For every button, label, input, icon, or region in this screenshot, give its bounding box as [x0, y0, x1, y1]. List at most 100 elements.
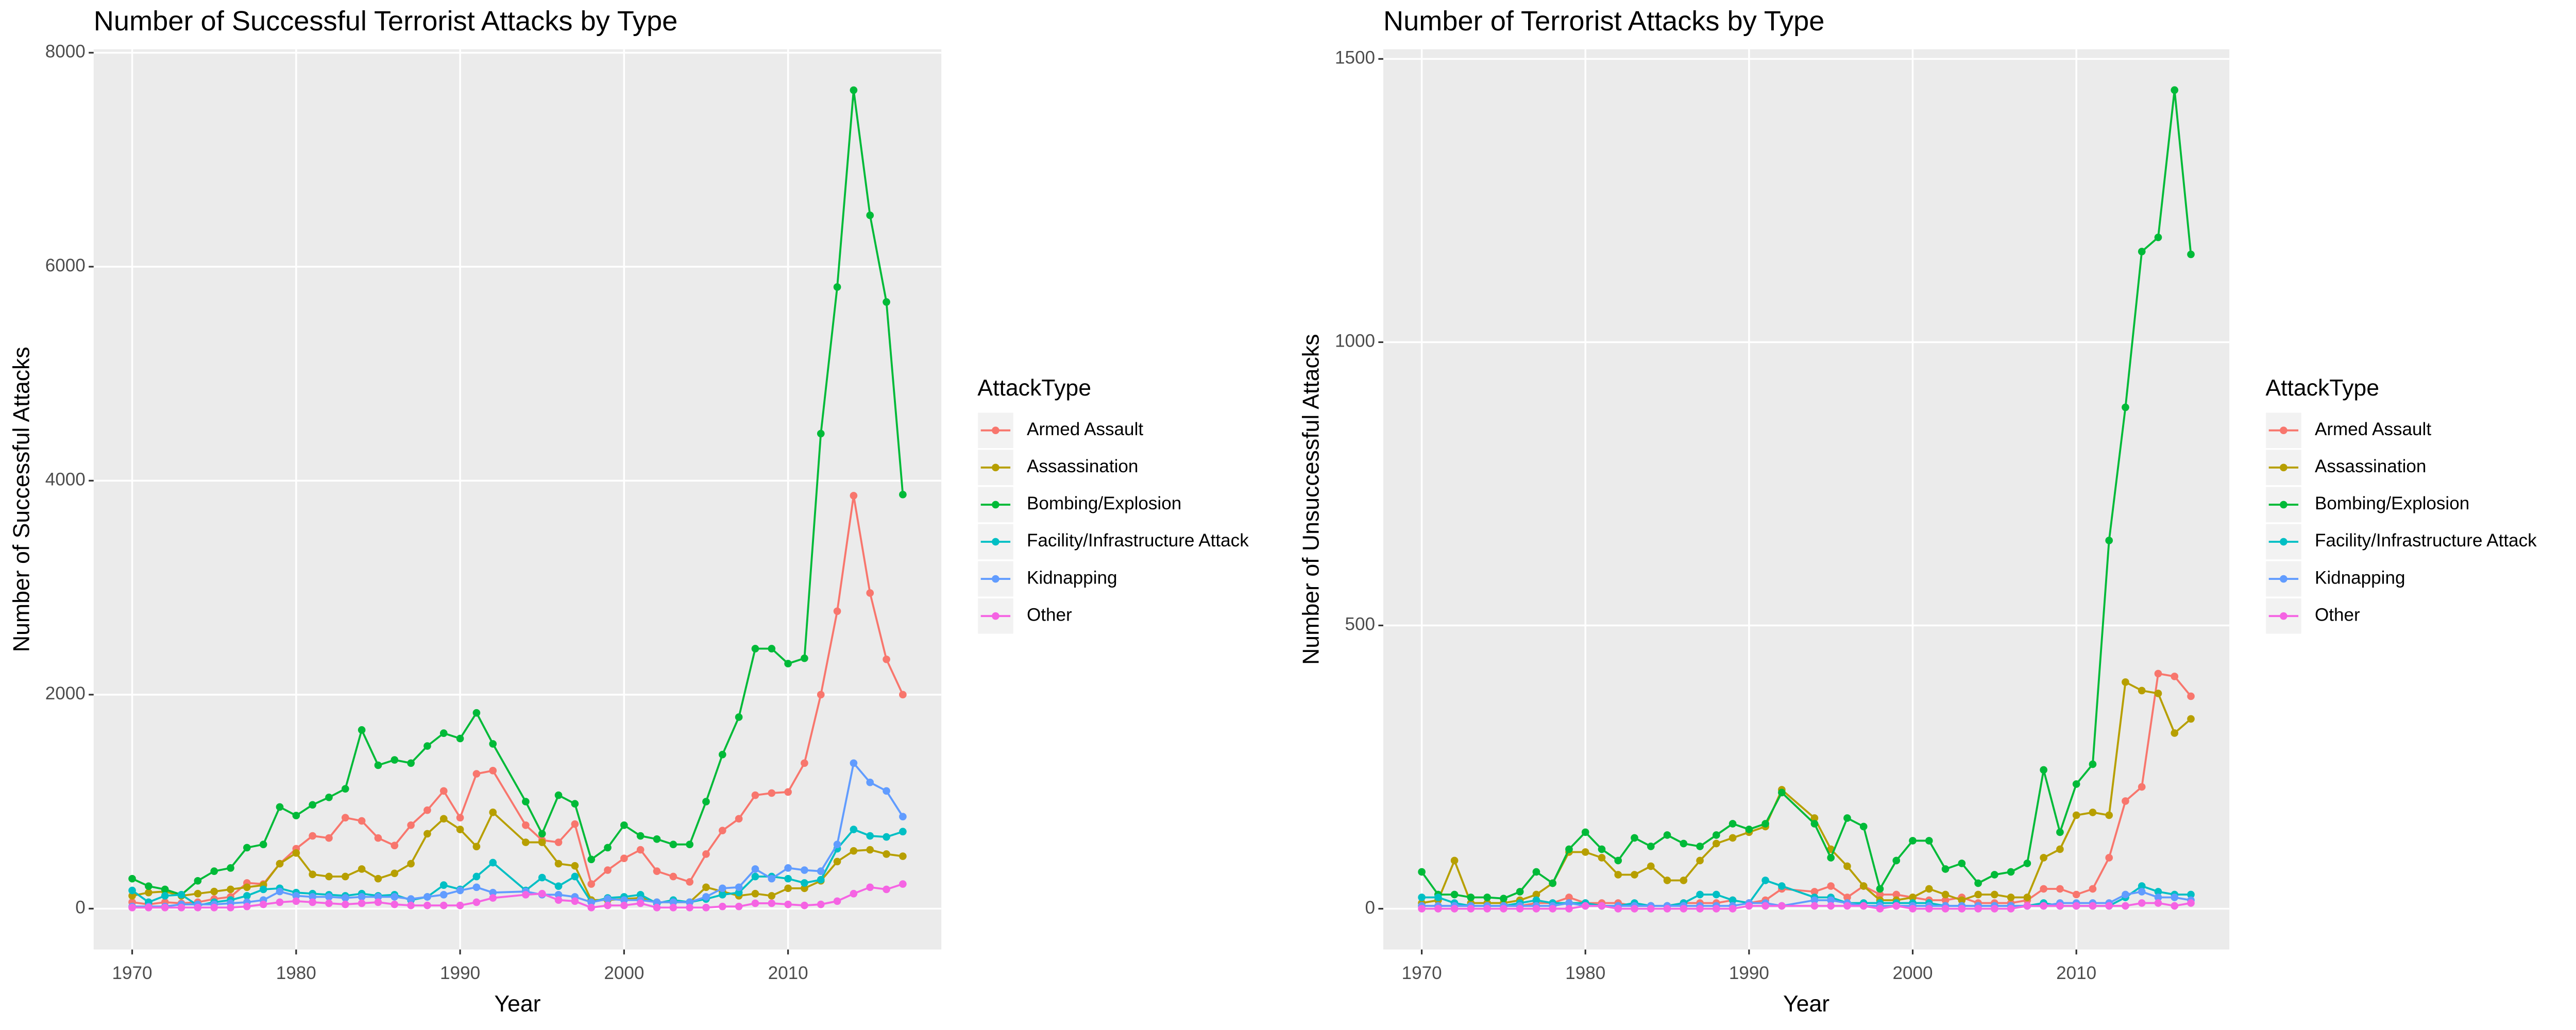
data-point [2105, 537, 2113, 544]
data-point [2171, 86, 2179, 94]
legend-point [2280, 612, 2287, 620]
data-point [210, 887, 218, 896]
data-point [1581, 902, 1589, 910]
data-point [309, 832, 316, 840]
data-point [341, 872, 349, 881]
data-point [374, 834, 382, 842]
data-point [1958, 860, 1966, 867]
data-point [358, 865, 366, 873]
data-point [538, 889, 546, 898]
data-point [489, 740, 497, 748]
data-point [735, 888, 743, 897]
legend-title: AttackType [977, 375, 1091, 401]
data-point [1483, 894, 1491, 901]
data-point [883, 850, 890, 858]
data-point [735, 815, 743, 823]
data-point [1859, 882, 1868, 890]
data-point [1810, 820, 1819, 828]
y-tick-label: 1500 [1335, 48, 1375, 68]
data-point [1728, 820, 1737, 828]
data-point [801, 654, 808, 662]
data-point [1713, 905, 1720, 913]
data-point [522, 821, 530, 829]
data-point [1680, 905, 1688, 913]
data-point [2040, 902, 2047, 910]
data-point [2154, 690, 2162, 697]
data-point [801, 879, 808, 887]
data-point [636, 832, 645, 840]
x-tick-label: 1990 [440, 963, 480, 983]
data-point [801, 884, 808, 892]
data-point [423, 806, 431, 814]
data-point [1549, 905, 1557, 913]
data-point [194, 903, 202, 912]
data-point [866, 883, 874, 891]
data-point [1500, 895, 1507, 903]
data-point [735, 902, 743, 911]
data-point [538, 838, 546, 846]
data-point [2138, 899, 2146, 907]
data-point [423, 893, 431, 901]
data-point [768, 789, 776, 797]
data-point [1713, 839, 1720, 848]
data-point [850, 826, 858, 833]
data-point [407, 901, 415, 909]
data-point [407, 860, 415, 868]
legend-label: Armed Assault [2315, 419, 2431, 439]
chart-title: Number of Terrorist Attacks by Type [1383, 6, 1824, 37]
legend-point [992, 575, 999, 583]
y-tick-label: 500 [1345, 614, 1375, 634]
data-point [1876, 885, 1884, 893]
data-point [2023, 860, 2031, 867]
data-point [292, 897, 300, 905]
data-point [1810, 888, 1819, 896]
x-tick-label: 2010 [768, 963, 808, 983]
data-point [391, 900, 399, 908]
data-point [538, 830, 546, 838]
data-point [817, 876, 825, 884]
data-point [522, 838, 530, 846]
data-point [276, 898, 284, 906]
data-point [1696, 905, 1704, 913]
data-point [1827, 896, 1835, 904]
data-point [2138, 882, 2146, 890]
data-point [1565, 905, 1573, 913]
data-point [341, 785, 349, 793]
data-point [604, 895, 612, 903]
plot-background [1383, 49, 2230, 950]
data-point [210, 867, 218, 875]
x-axis-label: Year [1783, 991, 1829, 1017]
data-point [407, 895, 415, 903]
data-point [604, 901, 612, 909]
data-point [2187, 899, 2195, 907]
data-point [292, 849, 300, 857]
data-point [456, 886, 464, 895]
data-point [1843, 902, 1851, 910]
data-point [243, 883, 251, 891]
data-point [276, 887, 284, 896]
data-point [325, 793, 333, 801]
data-point [1941, 865, 1950, 873]
data-point [2056, 845, 2064, 853]
data-point [2138, 248, 2146, 255]
data-point [472, 770, 481, 778]
data-point [1516, 888, 1524, 896]
data-point [784, 884, 792, 892]
data-point [718, 884, 726, 892]
data-point [1713, 831, 1720, 839]
data-point [2089, 885, 2097, 893]
data-point [1941, 905, 1950, 913]
data-point [407, 759, 415, 767]
data-point [1450, 890, 1459, 899]
data-point [1974, 905, 1982, 913]
data-point [850, 759, 858, 767]
data-point [1941, 890, 1950, 899]
data-point [636, 899, 645, 907]
data-point [587, 880, 596, 888]
data-point [325, 893, 333, 901]
data-point [686, 898, 693, 906]
data-point [489, 888, 497, 897]
data-point [866, 846, 874, 854]
data-point [669, 898, 677, 906]
data-point [751, 865, 759, 873]
